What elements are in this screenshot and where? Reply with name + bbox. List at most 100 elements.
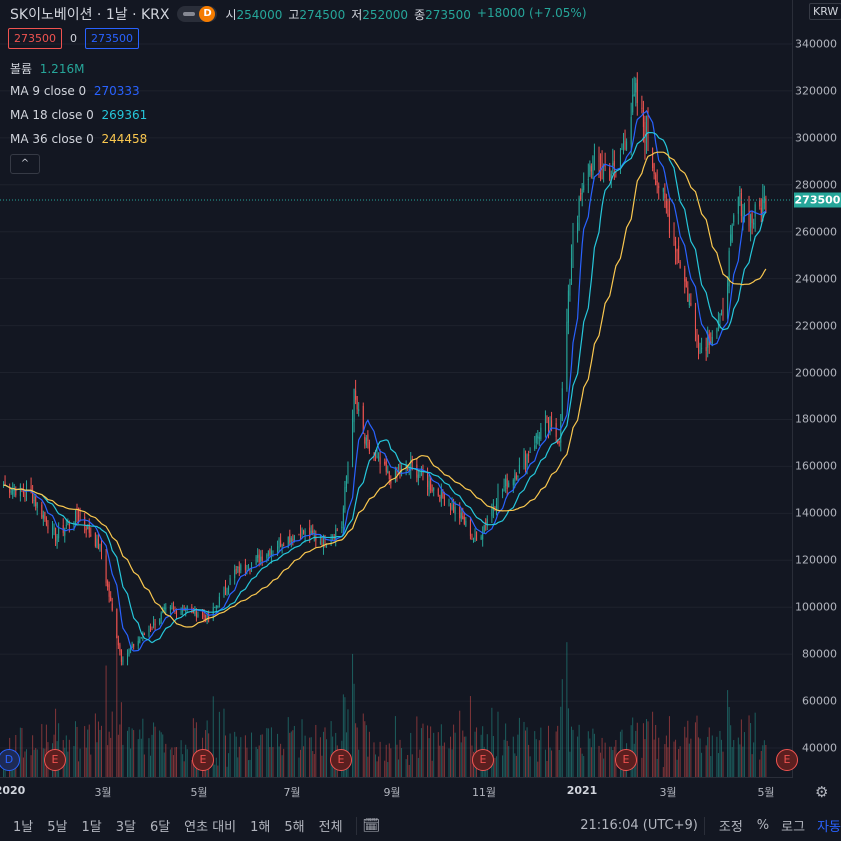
candle-body (160, 612, 162, 619)
chart-pane[interactable] (0, 0, 793, 778)
dividend-toggle[interactable]: D (177, 6, 218, 22)
candle-body (336, 530, 338, 532)
range-button[interactable]: 연초 대비 (184, 820, 237, 835)
volume-bar (101, 725, 103, 777)
volume-bar (675, 739, 677, 777)
buy-price-button[interactable]: 273500 (85, 28, 139, 49)
volume-bar (122, 744, 124, 777)
divider (355, 816, 357, 835)
candle-body (153, 621, 155, 626)
candle-body (427, 471, 429, 488)
price-tick-label: 220000 (795, 319, 837, 333)
candle-body (107, 581, 109, 587)
legend-ma9[interactable]: MA 9 close 0 270333 (10, 84, 140, 98)
volume-bar (25, 749, 27, 777)
log-button[interactable]: 로그 (781, 820, 806, 835)
range-button[interactable]: 5날 (47, 820, 68, 835)
range-button[interactable]: 3달 (115, 820, 136, 835)
volume-bar (603, 758, 605, 777)
volume-bar (497, 711, 499, 777)
volume-bar (172, 755, 174, 777)
candle-body (727, 282, 729, 319)
volume-bar (433, 732, 435, 777)
candle-body (13, 488, 15, 491)
candle-body (580, 193, 582, 200)
candle-body (737, 197, 739, 214)
candle-body (191, 607, 193, 609)
volume-bar (272, 747, 274, 777)
volume-bar (570, 726, 572, 777)
volume-bar (142, 718, 144, 777)
volume-bar (387, 762, 389, 777)
legend-collapse-button[interactable]: ^ (10, 154, 40, 174)
symbol-name[interactable]: SK이노베이션 · 1날 · KRX (10, 7, 170, 23)
earnings-marker[interactable]: E (192, 749, 214, 771)
range-button[interactable]: 1해 (250, 820, 271, 835)
candle-body (375, 454, 377, 456)
volume-bar (658, 737, 660, 777)
volume-bar (131, 728, 133, 777)
legend-ma36[interactable]: MA 36 close 0 244458 (10, 132, 148, 146)
currency-label[interactable]: KRW (809, 3, 841, 20)
candle-body (526, 454, 528, 468)
earnings-marker[interactable]: E (615, 749, 637, 771)
candle-body (56, 535, 58, 544)
sell-price-button[interactable]: 273500 (8, 28, 62, 49)
candle-body (529, 451, 531, 453)
volume-bar (159, 730, 161, 777)
candle-body (244, 564, 246, 570)
range-button[interactable]: 5해 (284, 820, 305, 835)
candle-body (116, 608, 118, 639)
candle-body (280, 540, 282, 546)
volume-bar (644, 739, 646, 777)
earnings-marker[interactable]: E (44, 749, 66, 771)
candle-body (85, 528, 87, 531)
candle-body (322, 536, 324, 549)
candle-body (303, 530, 305, 534)
volume-bar (555, 731, 557, 777)
candle-body (699, 349, 701, 353)
price-axis[interactable]: 340000 320000 300000 280000 260000 240000 2200… (793, 0, 841, 778)
time-axis[interactable]: 2020 3월 5월 7월 9월 11월 2021 3월 5월 (0, 778, 793, 804)
candle-body (483, 524, 485, 534)
volume-bar (352, 653, 354, 777)
earnings-marker[interactable]: E (776, 749, 798, 771)
volume-bar (537, 761, 539, 777)
volume-bar (465, 736, 467, 777)
volume-bar (427, 725, 429, 777)
volume-bar (641, 757, 643, 777)
volume-bar (551, 750, 553, 777)
volume-bar (148, 738, 150, 777)
percent-button[interactable]: % (756, 818, 770, 833)
legend-ma18[interactable]: MA 18 close 0 269361 (10, 108, 148, 122)
volume-bar (448, 748, 450, 777)
price-chart[interactable] (0, 0, 793, 778)
volume-bar (636, 722, 638, 777)
earnings-marker[interactable]: E (472, 749, 494, 771)
candle-body (570, 258, 572, 281)
volume-bar (711, 735, 713, 777)
candle-body (260, 556, 262, 562)
candle-body (471, 536, 473, 538)
clock-readout[interactable]: 21:16:04 (UTC+9) (580, 818, 698, 833)
range-button[interactable]: 전체 (318, 820, 343, 835)
range-button[interactable]: 1날 (13, 820, 34, 835)
gear-icon[interactable]: ⚙ (815, 783, 829, 801)
volume-bar (417, 757, 419, 777)
volume-bar (76, 726, 78, 777)
volume-bar (690, 738, 692, 777)
volume-bar (587, 731, 589, 777)
calendar-icon[interactable]: 🗓 (362, 817, 381, 834)
earnings-marker[interactable]: E (330, 749, 352, 771)
auto-scale-button[interactable]: 자동 (817, 820, 841, 835)
adjust-button[interactable]: 조정 (718, 820, 743, 835)
range-button[interactable]: 6달 (149, 820, 171, 835)
range-button[interactable]: 1달 (81, 820, 102, 835)
candle-body (353, 388, 355, 423)
volume-bar (673, 741, 675, 777)
dividend-marker[interactable]: D (0, 749, 20, 771)
volume-bar (185, 744, 187, 777)
volume-bar (534, 731, 536, 777)
legend-volume[interactable]: 볼륨 1.216M (10, 62, 85, 76)
candle-body (356, 396, 358, 410)
